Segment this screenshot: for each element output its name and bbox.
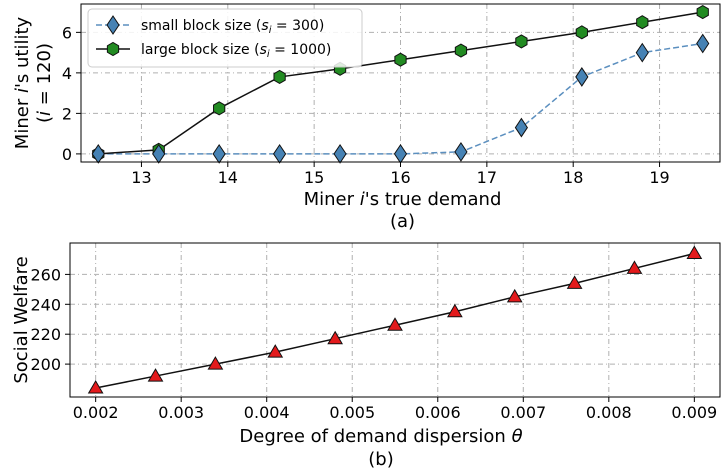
x-tick-label: 18 (563, 168, 583, 187)
panel-b-chart: 0.002 0.003 0.004 0.005 0.006 0.007 0.008 0.009… (11, 242, 721, 470)
data-point (267, 344, 284, 358)
data-point-large (273, 69, 286, 84)
data-point (626, 260, 643, 274)
x-tick-label: 15 (304, 168, 324, 187)
x-tick-label: 0.006 (415, 403, 461, 422)
y-tick-label: 200 (30, 355, 61, 374)
data-point-small (393, 143, 408, 164)
y-axis-title-line2: (i = 120) (34, 43, 55, 123)
y-tick-label: 4 (62, 64, 72, 83)
data-point (207, 356, 224, 370)
data-point-small (273, 143, 287, 164)
x-tick-label: 0.002 (73, 403, 119, 422)
x-tick-label: 14 (218, 168, 238, 187)
data-point-small (152, 143, 166, 164)
data-point-small (514, 117, 528, 138)
data-point (686, 245, 703, 259)
panel-label: (b) (368, 449, 393, 470)
x-tick-label: 19 (649, 168, 669, 187)
data-point-large (213, 101, 226, 116)
data-point-small (454, 141, 468, 162)
data-point (387, 317, 403, 331)
x-tick-label: 0.004 (244, 403, 290, 422)
panel-label: (a) (390, 211, 415, 232)
data-point (446, 303, 463, 318)
data-point-large (394, 52, 407, 67)
data-point (147, 368, 164, 382)
data-point-large (454, 43, 468, 58)
x-tick-label: 0.007 (500, 403, 546, 422)
data-point-large (696, 5, 709, 20)
x-tick-label: 0.008 (586, 403, 632, 422)
y-tick-label: 220 (30, 325, 61, 344)
y-tick-label: 260 (30, 265, 61, 284)
legend: small block size (si = 300) large block s… (87, 8, 363, 68)
data-point (87, 380, 104, 394)
x-axis-title: Degree of demand dispersion θ (239, 426, 522, 447)
y-tick-label: 2 (62, 104, 72, 123)
x-axis-title: Miner i's true demand (304, 189, 502, 210)
x-tick-label: 17 (477, 168, 497, 187)
legend-entry: large block size (si = 1000) (141, 42, 331, 60)
data-point-large (515, 34, 528, 49)
y-tick-label: 240 (30, 295, 61, 314)
legend-box (87, 8, 363, 68)
plot-frame (69, 242, 721, 398)
legend-marker (106, 41, 120, 57)
legend-entry: small block size (si = 300) (141, 18, 324, 36)
x-tick-label: 0.003 (158, 403, 204, 422)
x-tick-label: 0.005 (329, 403, 375, 422)
y-axis-title: Social Welfare (11, 256, 32, 383)
data-point-small (575, 67, 589, 87)
data-point-small (696, 33, 710, 54)
legend-marker (106, 15, 120, 35)
data-point-small (212, 143, 226, 164)
data-point (327, 330, 344, 345)
data-point-large (575, 25, 588, 40)
data-point-small (333, 143, 347, 164)
x-tick-label: 16 (390, 168, 410, 187)
data-point (506, 288, 523, 303)
y-tick-label: 6 (62, 23, 72, 42)
y-axis-title-line1: Miner i's utility (12, 16, 33, 149)
data-point-large (636, 15, 649, 30)
data-point-small (635, 42, 649, 63)
data-point-small (91, 143, 105, 164)
x-tick-label: 0.009 (671, 403, 717, 422)
y-tick-label: 0 (62, 145, 72, 164)
data-point (566, 275, 583, 289)
x-tick-label: 13 (131, 168, 151, 187)
